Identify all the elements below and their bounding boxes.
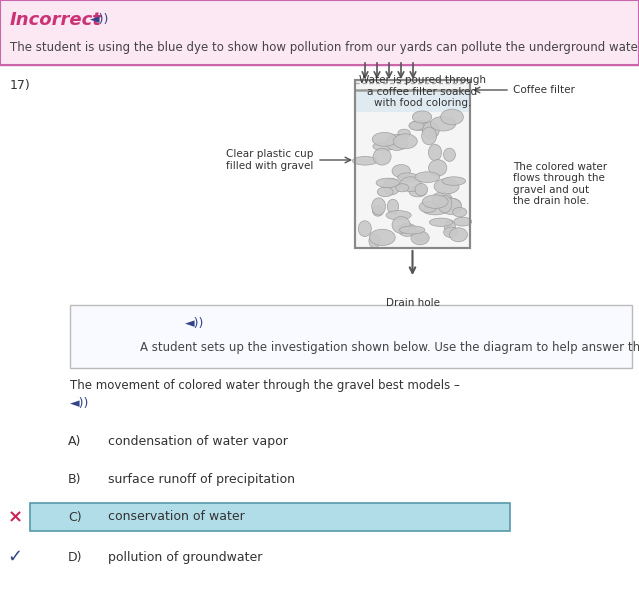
Ellipse shape — [387, 199, 399, 214]
Ellipse shape — [415, 183, 427, 196]
Ellipse shape — [423, 205, 447, 215]
Text: B): B) — [68, 472, 82, 485]
Ellipse shape — [429, 218, 452, 226]
Text: Incorrect: Incorrect — [10, 11, 102, 29]
Text: Coffee filter: Coffee filter — [513, 85, 575, 95]
Ellipse shape — [440, 198, 461, 214]
Ellipse shape — [353, 156, 378, 165]
Text: A student sets up the investigation shown below. Use the diagram to help answer : A student sets up the investigation show… — [140, 341, 639, 355]
Text: pollution of groundwater: pollution of groundwater — [108, 550, 263, 564]
Ellipse shape — [385, 134, 408, 150]
FancyBboxPatch shape — [0, 0, 639, 65]
Ellipse shape — [445, 220, 456, 235]
Ellipse shape — [373, 133, 397, 146]
Text: ◄)): ◄)) — [90, 14, 109, 26]
Text: Clear plastic cup
filled with gravel: Clear plastic cup filled with gravel — [226, 149, 313, 171]
Ellipse shape — [441, 109, 463, 125]
Ellipse shape — [369, 229, 396, 245]
Text: D): D) — [68, 550, 82, 564]
Text: Water is poured through
a coffee filter soaked
with food coloring.: Water is poured through a coffee filter … — [359, 75, 486, 108]
Ellipse shape — [397, 173, 418, 182]
Ellipse shape — [411, 231, 429, 245]
Ellipse shape — [394, 134, 417, 149]
Ellipse shape — [443, 148, 456, 161]
Text: conservation of water: conservation of water — [108, 510, 245, 524]
Text: C): C) — [68, 510, 82, 524]
Ellipse shape — [434, 179, 459, 194]
Text: The colored water
flows through the
gravel and out
the drain hole.: The colored water flows through the grav… — [513, 162, 607, 207]
Ellipse shape — [383, 179, 400, 195]
Ellipse shape — [454, 217, 472, 226]
Text: Drain hole: Drain hole — [385, 298, 440, 308]
FancyBboxPatch shape — [356, 92, 469, 112]
Text: The movement of colored water through the gravel best models –: The movement of colored water through th… — [70, 378, 460, 392]
Ellipse shape — [428, 144, 442, 161]
Ellipse shape — [398, 129, 410, 138]
Text: 17): 17) — [10, 78, 31, 91]
Ellipse shape — [429, 159, 447, 176]
Ellipse shape — [409, 121, 424, 130]
Text: ×: × — [8, 508, 22, 526]
Ellipse shape — [414, 233, 427, 242]
Ellipse shape — [431, 116, 456, 131]
Ellipse shape — [422, 122, 439, 139]
Ellipse shape — [422, 127, 436, 145]
FancyBboxPatch shape — [355, 80, 470, 248]
Ellipse shape — [438, 198, 461, 210]
Text: ✓: ✓ — [8, 548, 22, 566]
Ellipse shape — [398, 223, 416, 236]
Ellipse shape — [373, 142, 394, 150]
Ellipse shape — [415, 172, 440, 183]
Ellipse shape — [377, 187, 393, 196]
Ellipse shape — [373, 148, 391, 165]
Text: condensation of water vapor: condensation of water vapor — [108, 435, 288, 448]
Ellipse shape — [373, 206, 383, 216]
Ellipse shape — [412, 111, 432, 123]
Ellipse shape — [358, 221, 371, 236]
Ellipse shape — [372, 198, 385, 215]
FancyBboxPatch shape — [70, 305, 632, 368]
Ellipse shape — [376, 178, 399, 187]
Ellipse shape — [396, 184, 409, 192]
Ellipse shape — [442, 177, 466, 185]
Ellipse shape — [443, 227, 458, 238]
Ellipse shape — [386, 211, 411, 220]
Ellipse shape — [385, 179, 398, 187]
Ellipse shape — [422, 195, 448, 208]
Ellipse shape — [369, 234, 380, 248]
Ellipse shape — [400, 177, 422, 192]
Text: ◄)): ◄)) — [70, 396, 89, 410]
Text: The student is using the blue dye to show how pollution from our yards can pollu: The student is using the blue dye to sho… — [10, 42, 639, 54]
Ellipse shape — [399, 226, 425, 234]
Ellipse shape — [392, 217, 410, 233]
Ellipse shape — [450, 228, 467, 242]
Ellipse shape — [438, 195, 452, 213]
FancyBboxPatch shape — [30, 503, 510, 531]
Ellipse shape — [392, 165, 410, 177]
Ellipse shape — [410, 121, 429, 130]
Text: surface runoff of precipitation: surface runoff of precipitation — [108, 472, 295, 485]
Ellipse shape — [432, 192, 452, 206]
Ellipse shape — [452, 208, 467, 217]
Text: ◄)): ◄)) — [185, 316, 204, 330]
Ellipse shape — [419, 201, 437, 213]
Ellipse shape — [409, 186, 427, 197]
Text: A): A) — [68, 435, 81, 448]
